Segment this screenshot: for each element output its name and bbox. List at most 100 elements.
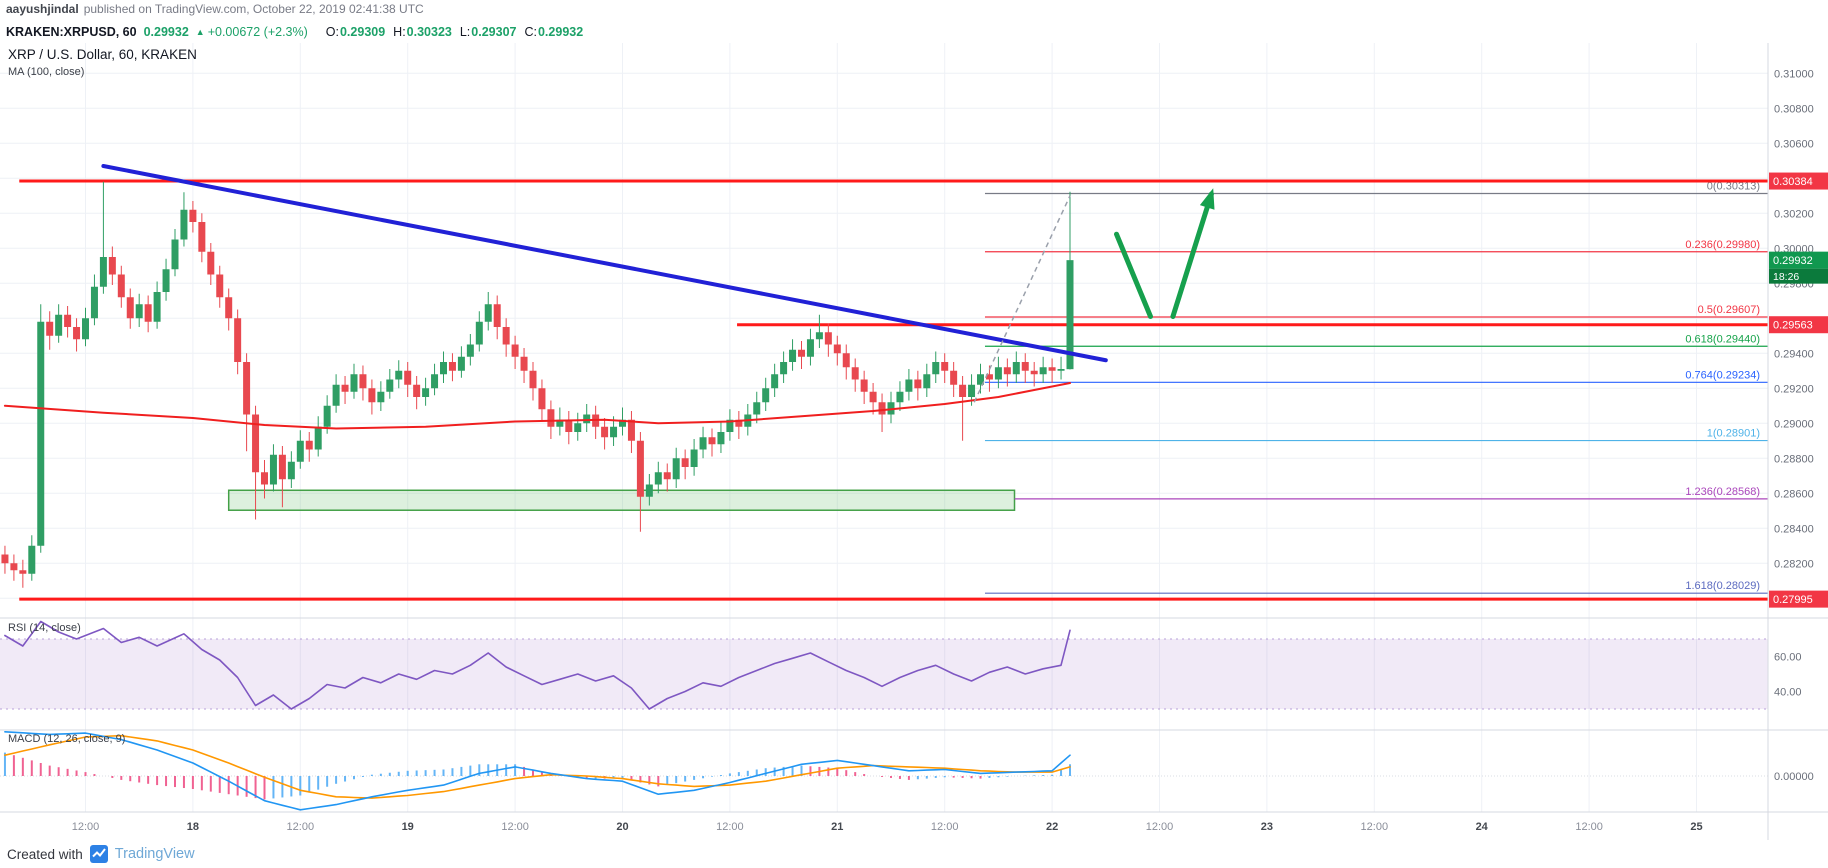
ohlc-close-label: C: <box>524 25 537 39</box>
projection-dashed-line <box>973 195 1071 403</box>
price-tag-label: 0.29563 <box>1773 320 1813 332</box>
footer: Created with TradingView <box>0 840 1828 868</box>
time-axis-label: 12:00 <box>1361 821 1389 833</box>
candle-body <box>851 367 859 380</box>
time-axis-label: 12:00 <box>1575 821 1603 833</box>
candle-body <box>601 426 609 438</box>
candle-body <box>780 362 788 375</box>
rsi-axis-label: 60.00 <box>1774 652 1802 664</box>
candle-body <box>681 458 689 467</box>
price-tag <box>1769 251 1828 269</box>
price-tag-label: 0.27995 <box>1773 594 1813 606</box>
candle-body <box>1057 369 1065 371</box>
candle-body <box>1066 260 1074 370</box>
ma100-line <box>3 382 1071 430</box>
candle-body <box>610 426 618 438</box>
candle-body <box>815 332 823 340</box>
candle-body <box>932 362 940 375</box>
price-axis-label: 0.28600 <box>1774 488 1814 500</box>
candle-body <box>431 374 439 389</box>
rsi-band <box>0 639 1768 709</box>
candle-body <box>126 297 134 319</box>
candle-body <box>278 454 286 480</box>
price-axis-label: 0.29400 <box>1774 348 1814 360</box>
price-tag <box>1769 316 1828 334</box>
time-axis-label: 18 <box>187 821 199 833</box>
candle-body <box>583 414 591 424</box>
candle-body <box>753 402 761 415</box>
candle-body <box>1039 367 1047 375</box>
candle-body <box>672 458 680 480</box>
candle-body <box>735 419 743 427</box>
time-axis-label: 19 <box>402 821 414 833</box>
publish-header: aayushjindal published on TradingView.com… <box>0 0 1828 20</box>
price-axis-label: 0.28800 <box>1774 453 1814 465</box>
candle-body <box>144 304 152 322</box>
candle-body <box>708 437 716 445</box>
candle-body <box>19 570 27 574</box>
candle-body <box>180 209 188 240</box>
macd-axis-label: 0.00000 <box>1774 771 1814 783</box>
candle-body <box>556 419 564 427</box>
candle-body <box>511 344 519 357</box>
candle-body <box>234 318 242 362</box>
time-axis-label: 12:00 <box>1146 821 1174 833</box>
price-change: +0.00672 (+2.3%) <box>207 25 308 39</box>
candle-body <box>941 362 949 371</box>
candle-body <box>842 353 850 368</box>
candle-body <box>547 409 555 427</box>
countdown-label: 18:26 <box>1773 271 1799 283</box>
candle-body <box>216 274 224 298</box>
candle-body <box>55 314 63 336</box>
up-arrowhead-icon <box>1199 188 1215 210</box>
candle-body <box>878 402 886 415</box>
chart-title: XRP / U.S. Dollar, 60, KRAKEN <box>8 47 197 62</box>
author-name[interactable]: aayushjindal <box>6 2 79 16</box>
tradingview-logo-icon[interactable] <box>89 845 108 863</box>
candle-body <box>207 251 215 275</box>
candle-body <box>475 321 483 345</box>
candle-body <box>914 379 922 389</box>
candle-body <box>950 370 958 385</box>
candle-body <box>305 440 313 450</box>
candle-body <box>968 384 976 397</box>
countdown-tag <box>1769 268 1828 284</box>
time-axis-label: 22 <box>1046 821 1058 833</box>
candle-body <box>350 374 358 392</box>
candle-body <box>1021 362 1029 371</box>
candle-body <box>189 209 197 222</box>
tradingview-wordmark[interactable]: TradingView <box>114 846 195 862</box>
macd-line <box>4 730 1071 811</box>
support-zone-box <box>227 489 1016 511</box>
last-price: 0.29932 <box>143 25 189 39</box>
candle-body <box>135 304 143 319</box>
candle-body <box>359 374 367 389</box>
candle-body <box>994 367 1002 380</box>
candle-body <box>368 388 376 403</box>
ma-indicator-label: MA (100, close) <box>8 66 85 78</box>
candle-body <box>117 274 125 298</box>
candle-body <box>565 419 573 432</box>
fib-level-label: 0.618(0.29440) <box>1685 333 1760 345</box>
candle-body <box>824 332 832 345</box>
candle-body <box>99 257 107 287</box>
candle-body <box>171 239 179 270</box>
candle-body <box>520 356 528 371</box>
fib-level-label: 0.5(0.29607) <box>1698 304 1760 316</box>
candle-body <box>833 344 841 354</box>
candle-body <box>690 449 698 467</box>
time-axis-label: 12:00 <box>72 821 100 833</box>
candle-body <box>395 370 403 380</box>
candle-body <box>860 379 868 392</box>
candle-body <box>108 257 116 275</box>
candle-body <box>287 461 295 480</box>
candle-body <box>73 327 81 340</box>
candle-body <box>771 374 779 389</box>
candle-body <box>46 321 54 336</box>
up-arrow <box>1170 191 1214 319</box>
candle-body <box>663 472 671 480</box>
candle-body <box>806 339 814 357</box>
price-tag <box>1769 590 1828 608</box>
candle-body <box>619 419 626 427</box>
candle-body <box>1012 362 1020 375</box>
